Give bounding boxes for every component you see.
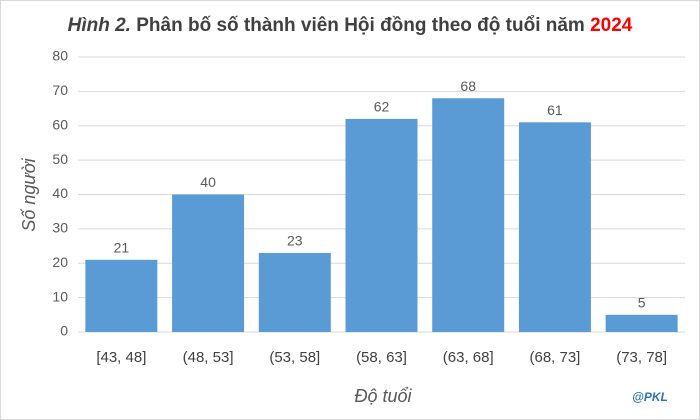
- y-tick-label: 50: [52, 151, 68, 167]
- x-tick-label: (68, 73]: [529, 349, 580, 366]
- y-tick-label: 70: [52, 82, 68, 98]
- y-tick-label: 20: [52, 254, 68, 270]
- bar: [85, 259, 158, 332]
- y-tick-label: 0: [60, 323, 68, 339]
- y-tick-label: 80: [52, 48, 68, 64]
- y-tick-label: 30: [52, 220, 68, 236]
- data-label: 62: [374, 99, 390, 115]
- bar: [172, 194, 245, 332]
- x-axis-label: Độ tuổi: [354, 386, 412, 406]
- x-tick-label: (63, 68]: [443, 349, 494, 366]
- data-label: 21: [114, 240, 130, 256]
- x-tick-label: (53, 58]: [269, 349, 320, 366]
- y-tick-label: 10: [52, 288, 68, 304]
- bar: [518, 122, 591, 332]
- y-tick-label: 40: [52, 185, 68, 201]
- data-label: 5: [638, 295, 646, 311]
- x-tick-label: (58, 63]: [356, 349, 407, 366]
- data-label: 23: [287, 233, 303, 249]
- data-label: 61: [547, 102, 563, 118]
- bar: [258, 252, 331, 332]
- bar: [432, 98, 505, 332]
- watermark: @PKL: [632, 390, 668, 404]
- bar: [345, 118, 418, 332]
- bar: [605, 314, 678, 332]
- title-text: Phân bố số thành viên Hội đồng theo độ t…: [136, 15, 585, 36]
- title-year: 2024: [590, 15, 633, 36]
- title-label: Hình 2.: [68, 15, 131, 36]
- chart-title: Hình 2. Phân bố số thành viên Hội đồng t…: [68, 15, 633, 36]
- data-label: 40: [200, 174, 216, 190]
- y-axis-label: Số người: [19, 157, 39, 231]
- x-tick-label: (73, 78]: [616, 349, 667, 366]
- data-label: 68: [460, 78, 476, 94]
- x-tick-label: (48, 53]: [183, 349, 234, 366]
- y-tick-label: 60: [52, 116, 68, 132]
- x-tick-label: [43, 48]: [96, 349, 146, 366]
